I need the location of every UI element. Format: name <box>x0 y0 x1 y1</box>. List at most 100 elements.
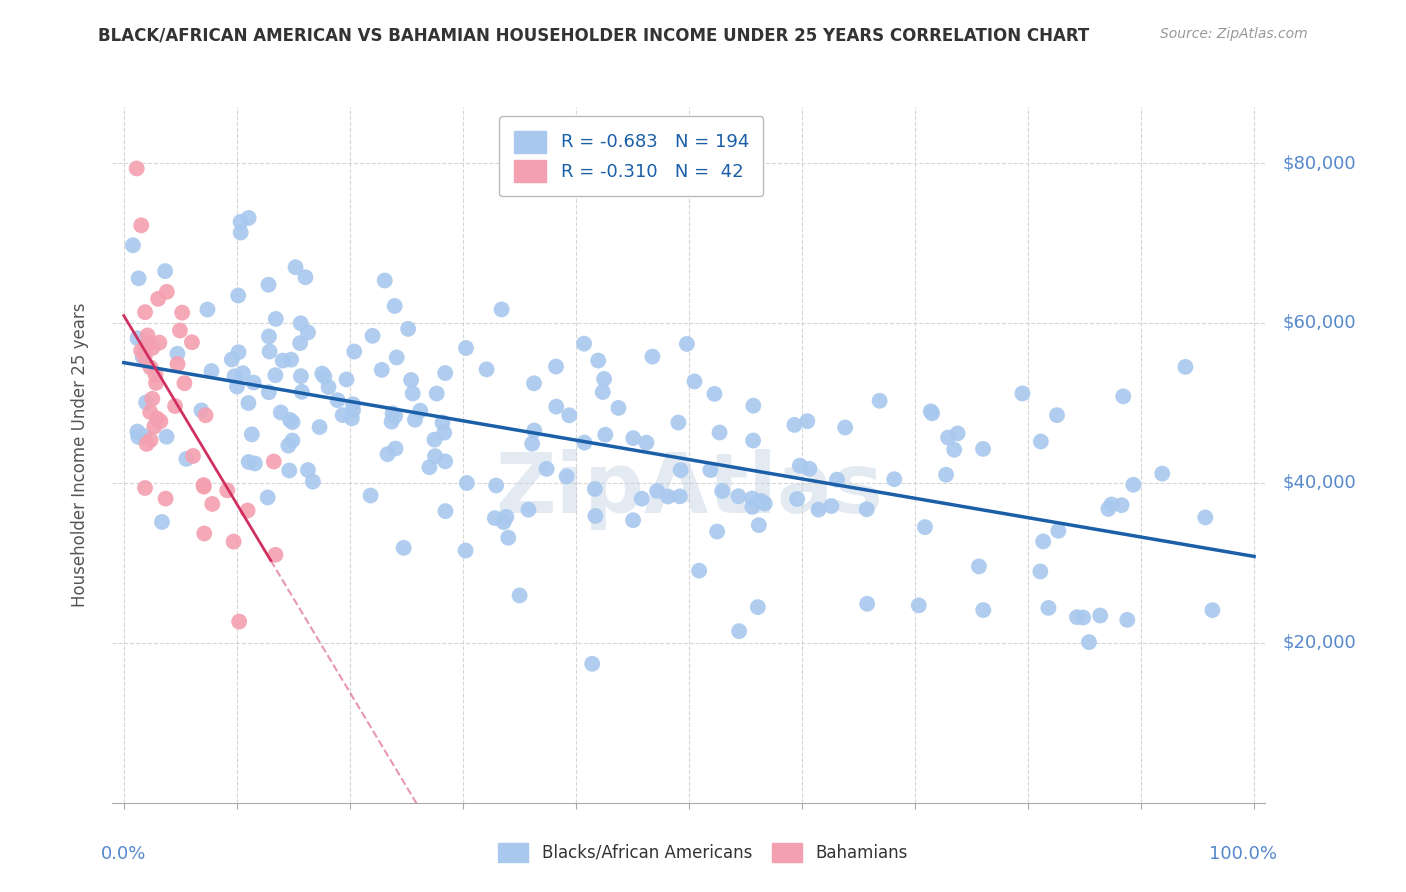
Point <box>509 589 531 603</box>
Point <box>201 497 224 511</box>
Point <box>546 400 568 414</box>
Point <box>1078 635 1101 649</box>
Point <box>380 415 402 429</box>
Point <box>314 369 336 384</box>
Point <box>150 515 173 529</box>
Point <box>936 431 959 445</box>
Text: Source: ZipAtlas.com: Source: ZipAtlas.com <box>1160 27 1308 41</box>
Point <box>536 462 558 476</box>
Point <box>688 564 710 578</box>
Point <box>134 350 156 364</box>
Point <box>280 352 302 367</box>
Point <box>127 430 149 444</box>
Point <box>807 502 830 516</box>
Point <box>361 328 384 343</box>
Point <box>520 436 543 450</box>
Point <box>139 360 162 375</box>
Point <box>145 368 167 382</box>
Point <box>558 409 581 423</box>
Point <box>193 526 215 541</box>
Point <box>229 215 252 229</box>
Point <box>297 463 319 477</box>
Point <box>236 503 259 517</box>
Point <box>920 404 942 418</box>
Point <box>238 396 260 410</box>
Point <box>1038 601 1060 615</box>
Point <box>583 508 606 523</box>
Point <box>711 483 734 498</box>
Point <box>326 393 349 408</box>
Point <box>132 350 155 364</box>
Point <box>1194 510 1216 524</box>
Point <box>1112 389 1135 403</box>
Point <box>257 329 280 343</box>
Point <box>308 420 330 434</box>
Point <box>135 395 157 409</box>
Point <box>1047 524 1070 538</box>
Text: $80,000: $80,000 <box>1282 154 1357 172</box>
Point <box>238 455 260 469</box>
Point <box>228 345 250 359</box>
Point <box>796 414 818 428</box>
Point <box>155 430 177 444</box>
Point <box>586 353 609 368</box>
Point <box>434 366 457 380</box>
Point <box>377 447 399 461</box>
Point <box>699 463 721 477</box>
Point <box>544 359 567 374</box>
Point <box>572 336 595 351</box>
Point <box>825 473 848 487</box>
Point <box>128 271 150 285</box>
Point <box>256 491 278 505</box>
Point <box>972 442 994 456</box>
Point <box>741 491 763 506</box>
Point <box>381 406 404 420</box>
Point <box>1066 610 1088 624</box>
Point <box>491 302 513 317</box>
Text: $60,000: $60,000 <box>1282 314 1357 332</box>
Point <box>454 341 477 355</box>
Point <box>454 543 477 558</box>
Point <box>229 226 252 240</box>
Point <box>271 353 294 368</box>
Point <box>193 478 215 492</box>
Point <box>669 489 692 503</box>
Point <box>277 439 299 453</box>
Point <box>475 362 498 376</box>
Point <box>232 366 254 380</box>
Legend: R = -0.683   N = 194, R = -0.310   N =  42: R = -0.683 N = 194, R = -0.310 N = 42 <box>499 116 763 196</box>
Point <box>127 331 149 345</box>
Point <box>136 328 159 343</box>
Point <box>257 385 280 400</box>
Point <box>129 219 152 233</box>
Point <box>134 340 156 354</box>
Point <box>134 429 156 443</box>
Point <box>281 415 304 429</box>
Point <box>343 344 366 359</box>
Point <box>340 411 363 425</box>
Point <box>259 344 281 359</box>
Point <box>749 494 772 508</box>
Point <box>517 502 540 516</box>
Point <box>153 264 176 278</box>
Point <box>172 306 194 320</box>
Point <box>1029 434 1052 449</box>
Point <box>409 403 432 417</box>
Point <box>883 472 905 486</box>
Point <box>630 491 652 506</box>
Point <box>783 417 806 432</box>
Point <box>523 376 546 391</box>
Point <box>141 392 163 406</box>
Point <box>967 559 990 574</box>
Point <box>1046 408 1069 422</box>
Point <box>143 419 166 434</box>
Point <box>820 499 842 513</box>
Point <box>1090 608 1112 623</box>
Text: ZipAtlas: ZipAtlas <box>495 450 883 530</box>
Point <box>243 457 266 471</box>
Point <box>706 524 728 539</box>
Point <box>217 483 239 498</box>
Point <box>278 463 301 477</box>
Point <box>360 489 382 503</box>
Point <box>311 367 333 381</box>
